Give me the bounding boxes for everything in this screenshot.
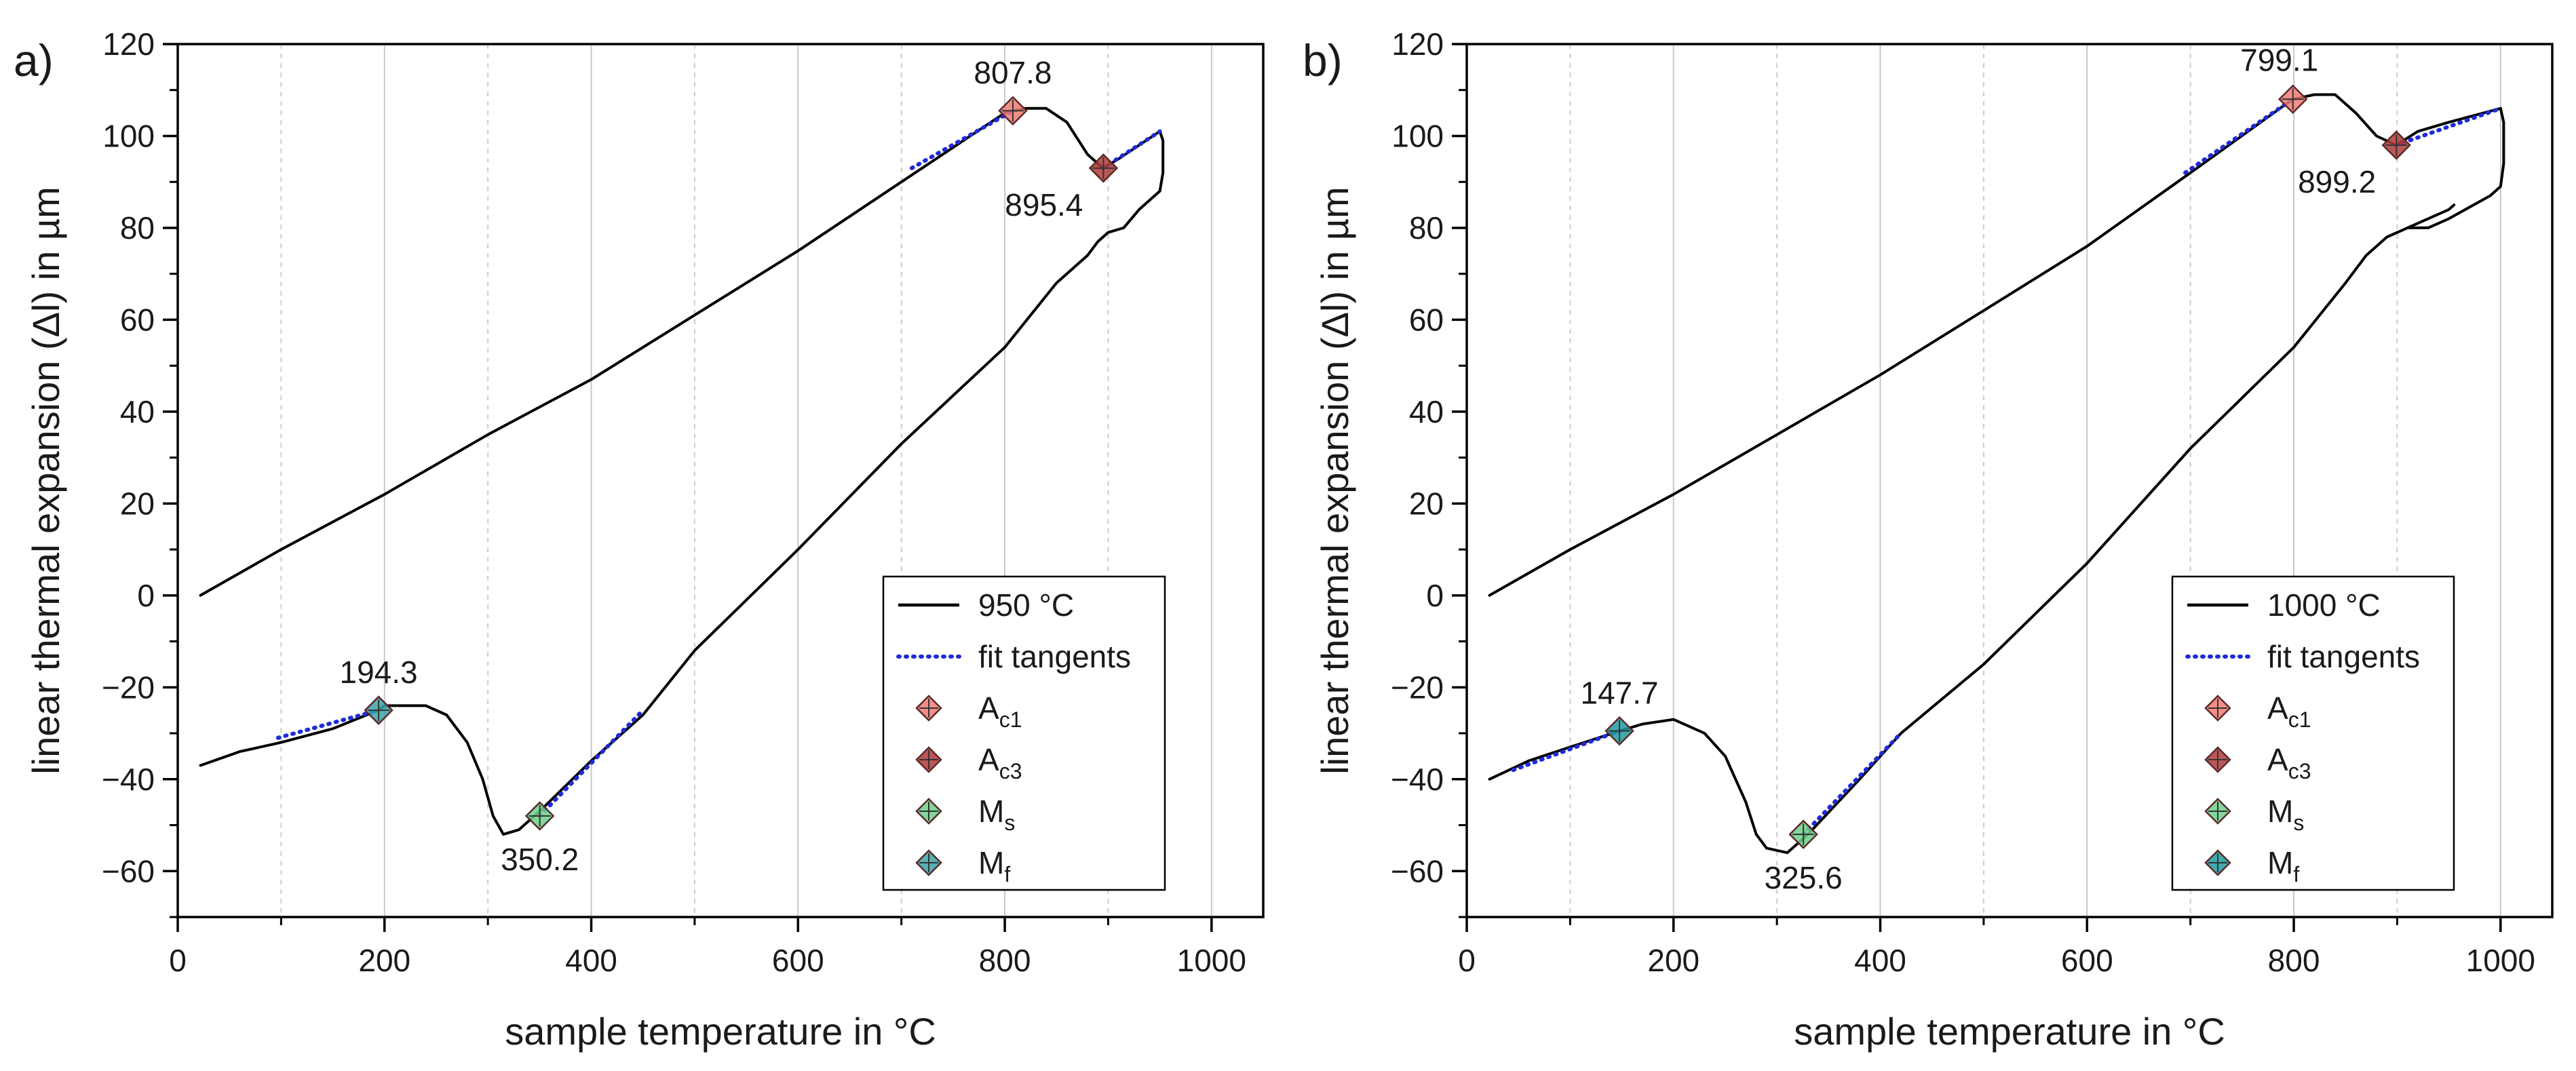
panel-a: 0 200 400 600 800 1000 −60 −40 −20 0 20 40 60 80 100 12… [14, 26, 1265, 1053]
curve-cooling_loop [2406, 203, 2456, 229]
y-tick-label: 40 [120, 394, 155, 429]
fit-tangents [1511, 97, 2503, 837]
y-tick-label: 120 [1391, 26, 1444, 62]
fit-tangent-line [2394, 106, 2503, 148]
legend-entry: 1000 °C [2187, 587, 2381, 623]
legend-entry: Mf [915, 845, 1010, 887]
x-tick-label: 1000 [2466, 943, 2535, 978]
legend-label: 1000 °C [2267, 587, 2381, 623]
y-tick-label: 120 [102, 26, 155, 62]
legend-label-subscript: c3 [2288, 759, 2311, 783]
fit-tangent-line [2183, 97, 2295, 175]
fit-tangent-line [275, 708, 381, 740]
fit-tangent-line [537, 708, 645, 818]
legend-label-subscript: c1 [2288, 707, 2311, 732]
x-tick-label: 400 [565, 943, 617, 978]
fit-tangents [275, 109, 1162, 818]
plot-frame [1465, 43, 2554, 918]
legend-label-subscript: s [1004, 811, 1015, 835]
marker-Ms [1788, 819, 1818, 849]
y-tick-label: 80 [120, 210, 155, 246]
legend-entry: fit tangents [896, 639, 1131, 674]
y-axis-label: linear thermal expansion (Δl) in µm [1313, 187, 1356, 774]
x-tick-label: 0 [1458, 943, 1476, 978]
x-axis-label: sample temperature in °C [505, 1010, 936, 1053]
y-tick-label: 80 [1409, 210, 1444, 246]
y-tick-label: 0 [137, 578, 155, 613]
plot-frame [176, 43, 1265, 918]
legend-label-subscript: s [2293, 811, 2304, 835]
curve-hold_drop [1153, 130, 1165, 197]
point-label-Ac3: 895.4 [1005, 187, 1083, 222]
point-label-Ms: 350.2 [501, 842, 579, 877]
marker-Ac3 [1088, 153, 1119, 183]
y-tick-label: 100 [1391, 118, 1444, 153]
legend-box [882, 575, 1166, 891]
point-label-Ms: 325.6 [1765, 860, 1843, 895]
curve-cooling [1488, 194, 2492, 855]
legend-label-subscript: c3 [999, 759, 1022, 783]
y-tick-label: −60 [1391, 853, 1444, 889]
legend-label: fit tangents [978, 639, 1131, 674]
y-tick-label: −20 [102, 669, 155, 705]
x-tick-label: 200 [1647, 943, 1699, 978]
y-tick-label: −40 [1391, 762, 1444, 797]
marker-Mf [364, 695, 393, 725]
legend-entry: fit tangents [2185, 639, 2420, 674]
y-tick-label: −40 [102, 762, 155, 797]
y-tick-label: 60 [1409, 302, 1444, 337]
y-tick-label: 60 [120, 302, 155, 337]
x-tick-label: 600 [2061, 943, 2113, 978]
gridlines [280, 44, 1212, 917]
point-label-Mf: 194.3 [340, 655, 418, 690]
x-tick-label: 200 [358, 943, 410, 978]
y-tick-label: −20 [1391, 669, 1444, 705]
fit-tangent-line [909, 109, 1016, 170]
point-label-Ac1: 807.8 [974, 55, 1052, 90]
legend-label-subscript: f [2293, 862, 2299, 887]
panel-label: b) [1303, 35, 1343, 85]
x-axis-label: sample temperature in °C [1794, 1010, 2225, 1053]
y-axis-label: linear thermal expansion (Δl) in µm [24, 187, 67, 774]
x-tick-label: 800 [979, 943, 1031, 978]
fit-tangent-line [1801, 731, 1903, 837]
ticks: 0 200 400 600 800 1000 −60 −40 −20 0 20 40 60 80 100 12… [1391, 26, 2535, 978]
legend-label: fit tangents [2267, 639, 2420, 674]
x-tick-label: 0 [169, 943, 187, 978]
y-tick-label: 40 [1409, 394, 1444, 429]
marker-Ac1 [998, 96, 1028, 125]
y-tick-label: 0 [1426, 578, 1444, 613]
legend-box [2171, 575, 2455, 891]
point-label-Mf: 147.7 [1581, 676, 1659, 711]
legend-entry: 950 °C [898, 587, 1074, 623]
point-label-Ac1: 799.1 [2240, 42, 2318, 77]
marker-Mf [1604, 716, 1634, 746]
y-tick-label: 20 [120, 486, 155, 521]
x-tick-label: 800 [2268, 943, 2320, 978]
marker-Ms [524, 801, 555, 831]
point-label-Ac3: 899.2 [2298, 164, 2376, 199]
ticks: 0 200 400 600 800 1000 −60 −40 −20 0 20 40 60 80 100 12… [102, 26, 1246, 978]
legend-label-subscript: c1 [999, 707, 1022, 732]
x-tick-label: 400 [1854, 943, 1906, 978]
panel-b: 0 200 400 600 800 1000 −60 −40 −20 0 20 40 60 80 100 12… [1303, 26, 2554, 1053]
legend-label: 950 °C [978, 587, 1074, 623]
y-tick-label: −60 [102, 853, 155, 889]
transition-points: 799.1 899.2 147.7 325.6 [1581, 42, 2411, 895]
x-tick-label: 600 [772, 943, 824, 978]
curve-hold_drop [2488, 106, 2505, 197]
transition-points: 807.8 895.4 194.3 350.2 [340, 55, 1119, 877]
marker-Ac3 [2381, 130, 2411, 160]
y-tick-label: 100 [102, 118, 155, 153]
marker-Ac1 [2277, 84, 2308, 115]
x-tick-label: 1000 [1177, 943, 1246, 978]
legend-label-subscript: f [1004, 862, 1010, 887]
y-tick-label: 20 [1409, 486, 1444, 521]
panel-label: a) [14, 35, 54, 85]
